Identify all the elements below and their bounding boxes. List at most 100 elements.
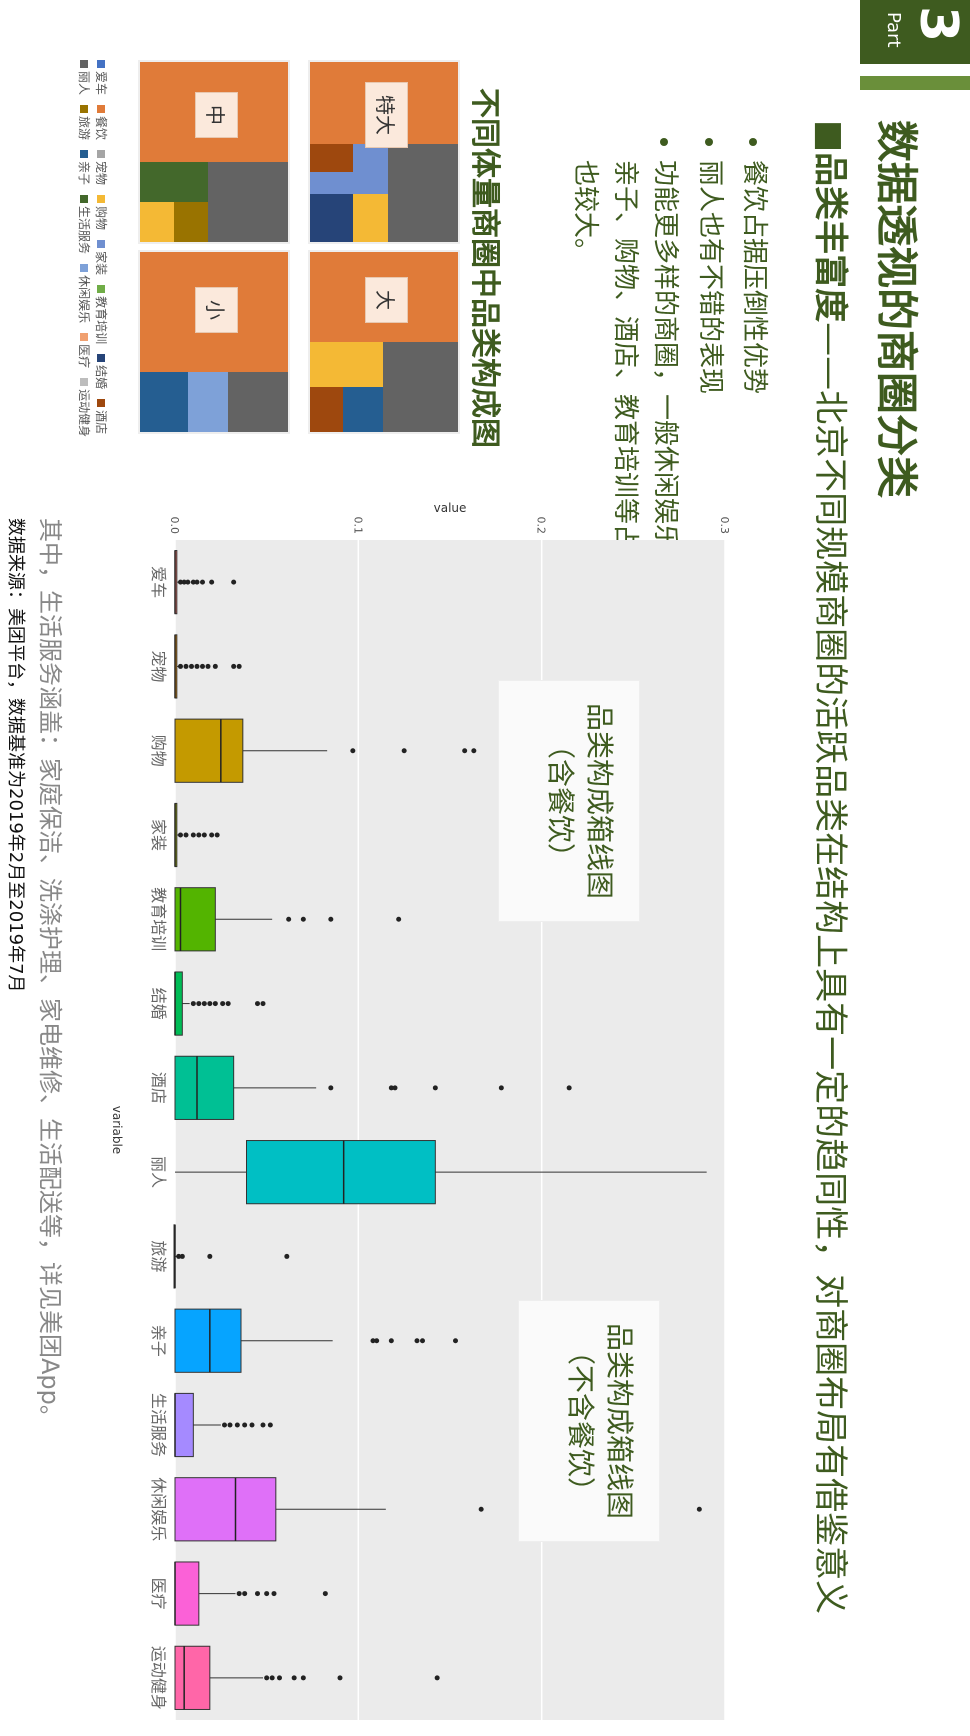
outlier-point	[179, 1253, 185, 1259]
legend-item: 教育培训	[93, 285, 110, 344]
outlier-point	[183, 832, 189, 838]
legend-item: 结婚	[93, 354, 110, 389]
legend-label: 生活服务	[77, 206, 91, 255]
legend-item: 医疗	[76, 333, 93, 368]
outlier-point	[242, 1422, 248, 1428]
outlier-point	[328, 916, 334, 922]
outlier-point	[350, 748, 356, 754]
outlier-point	[212, 1001, 218, 1007]
outlier-point	[462, 748, 468, 754]
outlier-point	[401, 748, 407, 754]
outlier-point	[214, 832, 220, 838]
legend-swatch	[80, 150, 88, 159]
legend-swatch	[80, 378, 88, 387]
outlier-point	[255, 1001, 260, 1007]
outlier-point	[200, 579, 205, 585]
x-tick-label: 运动健身	[149, 1646, 168, 1710]
box	[174, 1561, 200, 1626]
legend-label: 家装	[94, 251, 108, 276]
outlier-point	[212, 663, 218, 669]
x-tick-label: 购物	[149, 735, 168, 767]
treemap-large: 大	[308, 250, 460, 434]
treemap-label: 大	[365, 277, 408, 323]
outlier-point	[231, 663, 237, 669]
legend-item: 酒店	[93, 399, 110, 434]
part-badge: 3 Part	[860, 0, 970, 64]
part-number: 3	[908, 6, 968, 43]
outlier-point	[236, 663, 242, 669]
box	[174, 1392, 194, 1458]
outlier-point	[220, 1001, 226, 1007]
legend-swatch	[80, 264, 88, 273]
outlier-point	[207, 1253, 213, 1259]
legend-label: 购物	[94, 206, 108, 231]
box	[174, 1477, 277, 1542]
boxplot-chart: 0.0 0.1 0.2 0.3 variable value 爱车宠物购物家装教育培训结婚酒…	[110, 501, 731, 1720]
box	[174, 718, 244, 783]
treemap-label: 小	[195, 287, 238, 333]
page-title: 数据透视的商圈分类	[872, 120, 921, 499]
outlier-point	[236, 1591, 242, 1597]
legend-label: 旅游	[77, 116, 91, 141]
legend-label: 爱车	[94, 71, 108, 96]
outlier-point	[183, 663, 189, 669]
outlier-point	[242, 1591, 248, 1597]
outlier-point	[249, 1422, 255, 1428]
inset-label-without-dining: 品类构成箱线图 （不含餐饮）	[518, 1300, 660, 1542]
outlier-point	[196, 1001, 202, 1007]
outlier-point	[255, 1591, 260, 1597]
page-subtitle: ■品类丰富度——北京不同规模商圈的活跃品类在结构上具有一定的趋同性，对商圈布局有…	[809, 120, 858, 1614]
legend-swatch	[80, 195, 88, 204]
x-tick-label: 休闲娱乐	[149, 1477, 168, 1541]
treemap-medium: 中	[138, 60, 290, 244]
x-tick-label: 医疗	[149, 1578, 168, 1610]
legend-swatch	[97, 399, 105, 408]
outlier-point	[190, 579, 196, 585]
outlier-point	[322, 1591, 328, 1597]
box	[174, 971, 183, 1036]
legend-swatch	[97, 240, 105, 249]
x-tick-label: 旅游	[149, 1240, 168, 1272]
outlier-point	[189, 663, 194, 669]
box	[174, 1055, 235, 1120]
outlier-point	[178, 579, 183, 585]
outlier-point	[194, 579, 200, 585]
legend-swatch	[97, 354, 105, 363]
outlier-point	[267, 1422, 273, 1428]
legend-label: 宠物	[94, 161, 108, 186]
outlier-point	[196, 832, 202, 838]
outlier-point	[388, 1338, 394, 1344]
footnote: 其中，生活服务涵盖：家庭保洁、洗涤护理、家电维修、生活配送等，详见美团App。	[36, 518, 64, 1429]
outlier-point	[225, 1001, 231, 1007]
legend-item: 休闲娱乐	[76, 264, 93, 323]
outlier-point	[207, 1001, 213, 1007]
y-axis-title: value	[434, 501, 467, 515]
treemap-title: 不同体量商圈中品类构成图	[467, 88, 502, 448]
legend-label: 运动健身	[77, 389, 91, 438]
outlier-point	[264, 1591, 270, 1597]
plot-panel	[175, 540, 725, 1720]
outlier-point	[392, 1085, 398, 1091]
treemap-legend: 爱车餐饮宠物购物家装教育培训结婚酒店 丽人旅游亲子生活服务休闲娱乐医疗运动健身	[76, 60, 110, 480]
x-tick-label: 酒店	[149, 1072, 168, 1104]
legend-item: 丽人	[76, 60, 93, 95]
outlier-point	[291, 1675, 297, 1681]
y-tick-label: 0.0	[168, 517, 181, 535]
legend-item: 旅游	[76, 105, 93, 140]
outlier-point	[432, 1085, 438, 1091]
outlier-point	[284, 1253, 290, 1259]
legend-swatch	[97, 195, 105, 204]
outlier-point	[453, 1338, 458, 1344]
legend-item: 家装	[93, 240, 110, 275]
inset-label-with-dining: 品类构成箱线图 （含餐饮）	[498, 680, 640, 922]
treemap-small: 小	[138, 250, 290, 434]
outlier-point	[260, 1422, 266, 1428]
legend-swatch	[97, 105, 105, 114]
outlier-point	[227, 1422, 233, 1428]
treemap-label: 中	[195, 92, 238, 138]
x-tick-label: 家装	[149, 819, 168, 851]
legend-label: 酒店	[94, 410, 108, 435]
legend-item: 生活服务	[76, 195, 93, 254]
outlier-point	[269, 1675, 275, 1681]
